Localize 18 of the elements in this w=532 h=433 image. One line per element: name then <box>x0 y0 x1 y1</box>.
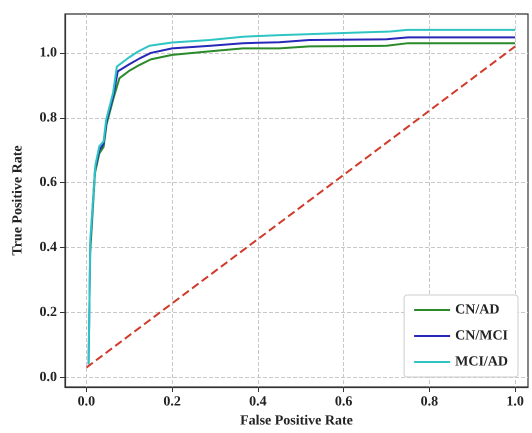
line-series <box>89 42 516 252</box>
x-tick-label: 0.4 <box>249 394 267 410</box>
y-tick-label: 0.0 <box>40 370 57 385</box>
y-tick-label: 0.8 <box>40 110 57 126</box>
y-axis-title: True Positive Rate <box>10 145 26 256</box>
y-tick-label: 0.4 <box>40 240 57 256</box>
x-tick-label: 0.0 <box>78 394 96 410</box>
x-tick-label: 1.0 <box>506 394 524 410</box>
x-tick-label: 0.2 <box>163 394 181 410</box>
x-tick-label: 0.6 <box>334 394 352 410</box>
y-tick-label: 0.2 <box>40 304 57 320</box>
legend-label: CN/MCI <box>455 328 508 344</box>
legend-label: MCI/AD <box>455 354 508 370</box>
x-axis-title: False Positive Rate <box>240 413 353 428</box>
y-tick-label: 0.6 <box>40 175 57 190</box>
x-tick-label: 0.8 <box>420 394 438 410</box>
legend-label: CN/AD <box>455 302 500 318</box>
y-tick-label: 1.0 <box>40 45 57 60</box>
